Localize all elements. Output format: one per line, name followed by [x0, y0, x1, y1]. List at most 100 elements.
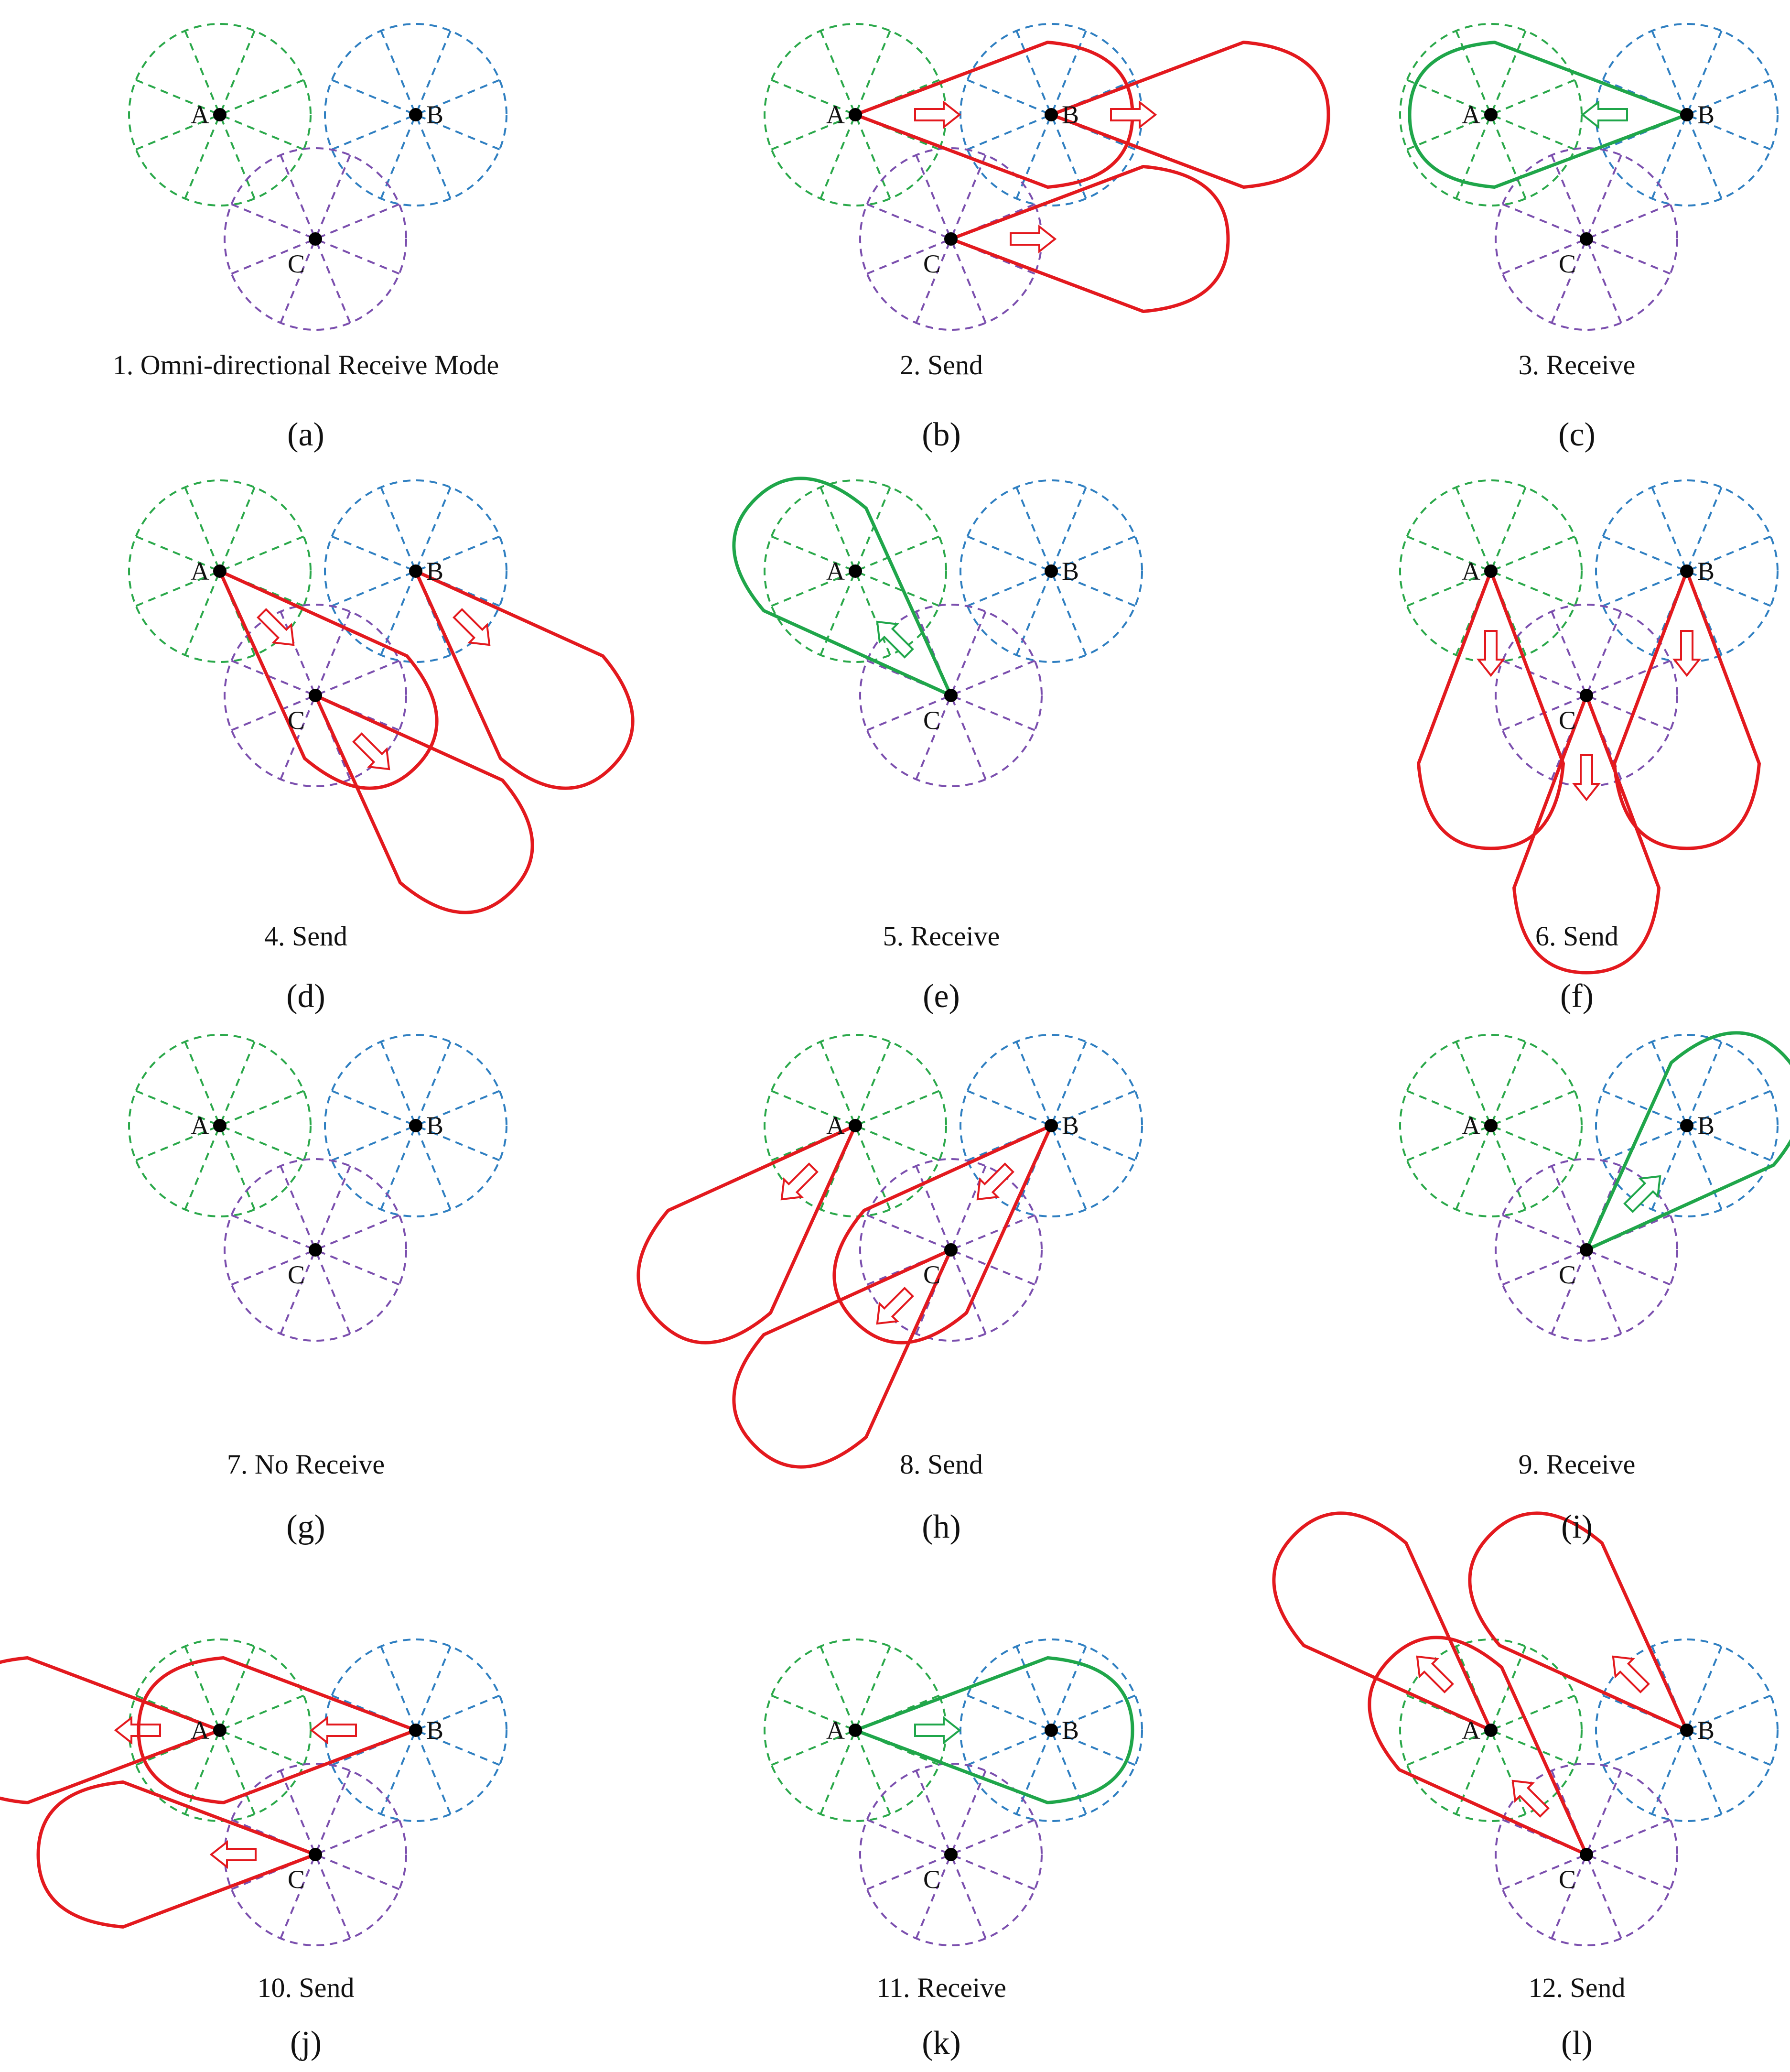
node-a-dot: [213, 1119, 226, 1132]
node-a-range: [128, 479, 312, 663]
node-c-label: C: [1559, 1865, 1576, 1894]
node-a-dot: [213, 1724, 226, 1737]
node-b-dot: [409, 1119, 422, 1132]
node-c-dot: [944, 1243, 958, 1257]
node-c-dot: [309, 1243, 322, 1257]
panel-g: A B C: [128, 1034, 507, 1342]
node-b-label: B: [426, 557, 443, 586]
node-b-dot: [1680, 1119, 1693, 1132]
node-a-range: [764, 23, 947, 206]
node-c-range: [224, 604, 407, 787]
panel-sublabel: (h): [922, 1508, 961, 1545]
node-c-range: [859, 1763, 1043, 1946]
beam-send-c-arrow-icon: [209, 1840, 257, 1869]
beam-send-a: [853, 41, 1134, 189]
panel-caption: 11. Receive: [876, 1972, 1006, 2003]
beam-send-b: [1049, 41, 1330, 189]
node-b-dot: [409, 564, 422, 578]
panel-sublabel: (g): [286, 1508, 325, 1545]
beam-send-b: [414, 569, 635, 790]
node-a-label: A: [1462, 1111, 1480, 1140]
beam-send-a-arrow-icon: [1476, 630, 1506, 677]
panel-sublabel: (j): [290, 2025, 322, 2061]
node-a-dot: [849, 1119, 862, 1132]
node-b-label: B: [1062, 1111, 1079, 1140]
panel-caption: 4. Send: [264, 921, 347, 952]
node-c-dot: [309, 689, 322, 702]
node-c-label: C: [1559, 706, 1576, 735]
node-c-range: [1495, 147, 1678, 331]
node-b-label: B: [1697, 557, 1715, 586]
node-a-range: [1399, 1034, 1583, 1217]
node-c-dot: [1580, 1848, 1593, 1861]
node-c-label: C: [288, 1865, 305, 1894]
node-b-label: B: [1697, 1111, 1715, 1140]
beam-send-b: [1468, 1511, 1689, 1732]
node-b-dot: [1045, 1724, 1058, 1737]
node-c-label: C: [288, 1260, 305, 1289]
beam-send-b-arrow-icon: [976, 1162, 1014, 1201]
beam-receive-b: [1408, 41, 1689, 189]
node-a-label: A: [826, 100, 845, 129]
panel-f: A B C: [1399, 479, 1779, 975]
beam-send-a-arrow-icon: [1416, 1655, 1454, 1693]
node-a-label: A: [1462, 557, 1480, 586]
beam-send-c-arrow-icon: [1010, 224, 1057, 254]
node-a-label: A: [826, 557, 845, 586]
panel-caption: 2. Send: [900, 349, 983, 380]
node-a-dot: [849, 564, 862, 578]
panel-e: A B C: [732, 477, 1143, 787]
beam-send-c: [1368, 1636, 1588, 1856]
panel-sublabel: (b): [922, 416, 961, 453]
node-b-range: [324, 23, 507, 206]
node-b-range: [960, 1034, 1143, 1217]
node-c-dot: [944, 689, 958, 702]
node-a-dot: [213, 108, 226, 121]
beam-send-b-arrow-icon: [1612, 1655, 1650, 1693]
panel-j: A B C: [0, 1638, 507, 1946]
beam-send-a: [218, 569, 439, 790]
node-b-label: B: [1062, 100, 1079, 129]
panel-caption: 10. Send: [257, 1972, 355, 2003]
panel-caption: 7. No Receive: [226, 1449, 385, 1480]
node-b-dot: [1680, 1724, 1693, 1737]
beam-send-a: [0, 1656, 222, 1804]
node-a-range: [1399, 479, 1583, 663]
node-c-dot: [1580, 1243, 1593, 1257]
node-b-dot: [409, 108, 422, 121]
beam-receive-c-arrow-icon: [1623, 1175, 1661, 1213]
beam-send-c-arrow-icon: [1511, 1779, 1550, 1818]
beam-send-c: [1512, 694, 1661, 975]
node-c-range: [224, 147, 407, 331]
node-a-label: A: [191, 100, 209, 129]
panel-caption: 9. Receive: [1518, 1449, 1636, 1480]
panel-caption: 12. Send: [1528, 1972, 1626, 2003]
panel-sublabel: (i): [1561, 1508, 1593, 1545]
node-a-label: A: [826, 1716, 845, 1745]
panel-sublabel: (c): [1558, 416, 1596, 453]
beam-send-c: [949, 165, 1230, 313]
node-a-dot: [1484, 108, 1498, 121]
beam-receive-c: [1585, 1031, 1790, 1252]
node-b-dot: [1045, 1119, 1058, 1132]
node-c-label: C: [923, 1260, 940, 1289]
beam-send-a-arrow-icon: [257, 608, 295, 646]
panel-i: A B C: [1399, 1031, 1790, 1342]
node-b-range: [324, 479, 507, 663]
panel-sublabel: (k): [922, 2025, 961, 2061]
node-a-dot: [1484, 1724, 1498, 1737]
node-c-label: C: [1559, 1260, 1576, 1289]
node-b-dot: [409, 1724, 422, 1737]
node-b-label: B: [1697, 100, 1715, 129]
node-b-dot: [1045, 564, 1058, 578]
node-a-label: A: [1462, 100, 1480, 129]
node-a-range: [128, 1034, 312, 1217]
node-c-dot: [1580, 689, 1593, 702]
panel-caption: 8. Send: [900, 1449, 983, 1480]
node-b-label: B: [1062, 557, 1079, 586]
panel-sublabel: (f): [1560, 978, 1594, 1015]
node-b-dot: [1045, 108, 1058, 121]
beam-send-a-arrow-icon: [914, 100, 961, 130]
